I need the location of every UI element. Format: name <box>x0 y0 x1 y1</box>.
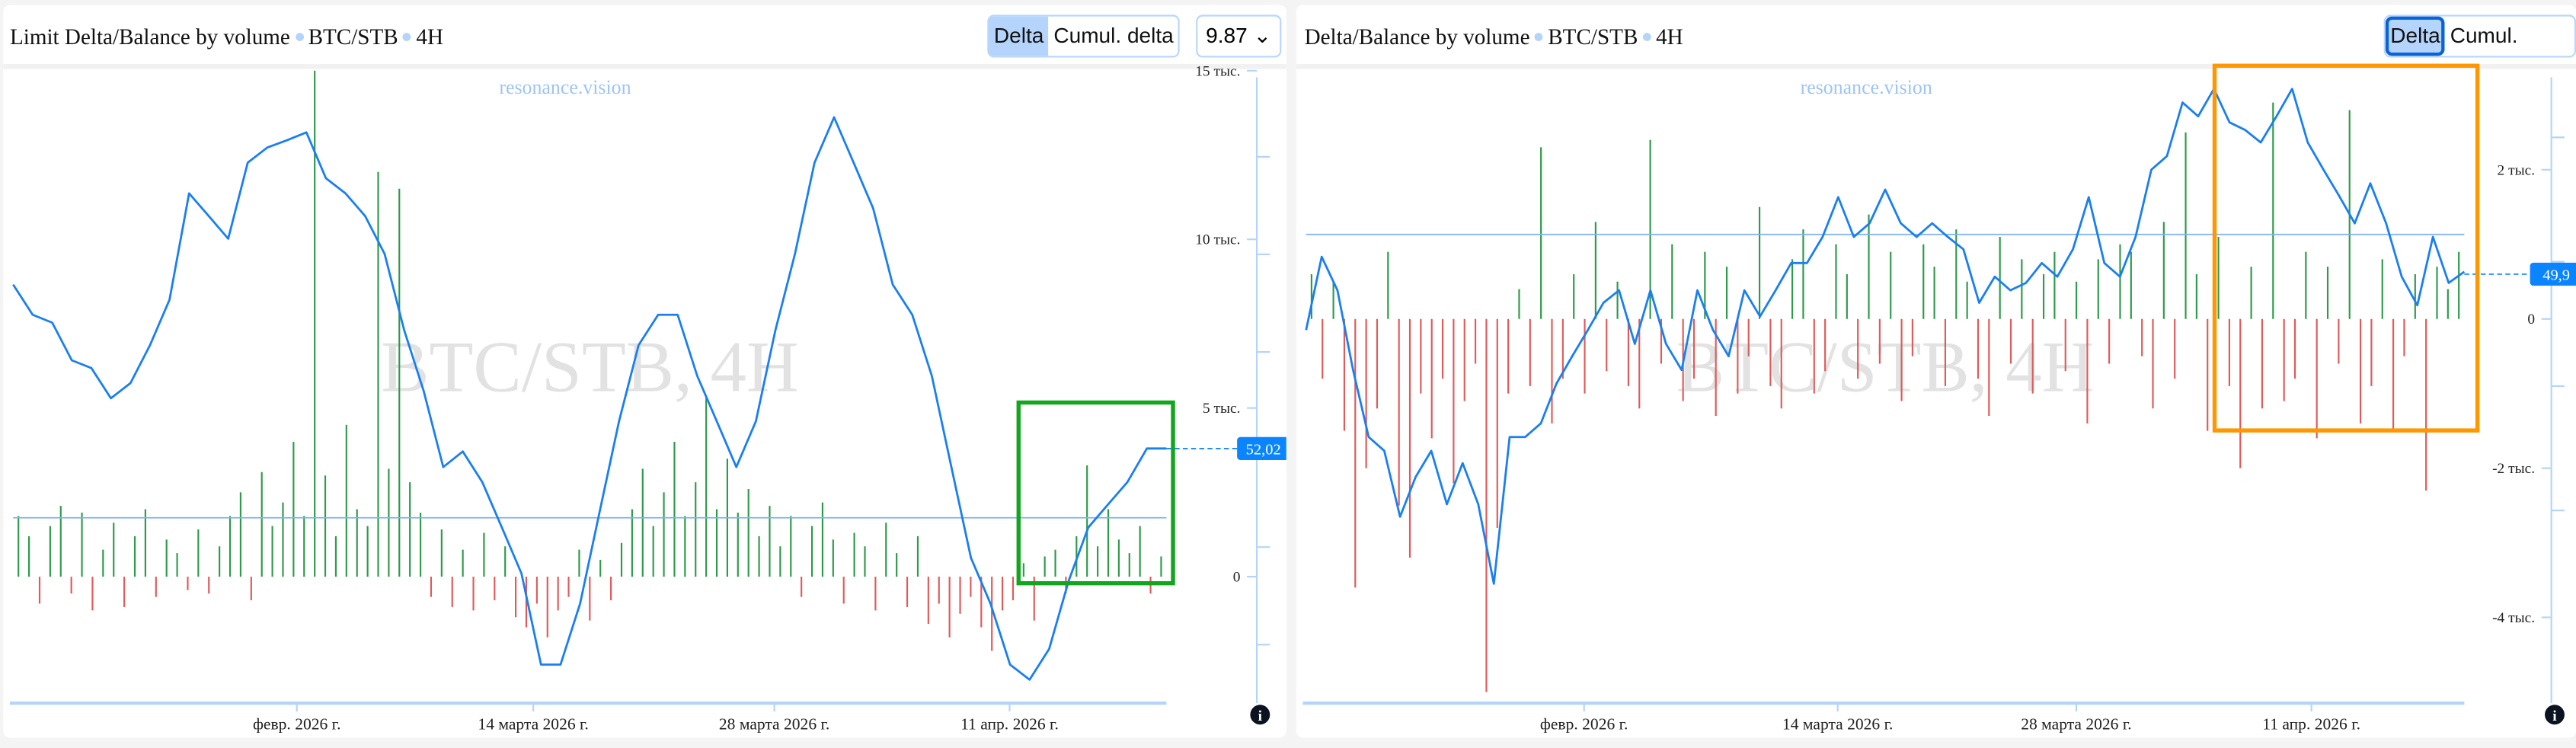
left-chart-panel: Limit Delta/Balance by volume BTC/STB 4H D… <box>3 5 1286 738</box>
x-axis-label: февр. 2026 г. <box>253 715 341 734</box>
bar-axis-label: 15 тыс. <box>1195 63 1240 79</box>
bar-axis-label: 5 тыс. <box>1203 401 1241 417</box>
chevron-down-icon: ⌄ <box>1253 23 1272 48</box>
right-chart-panel: Delta/Balance by volume BTC/STB 4H Delta C… <box>1296 5 2576 738</box>
last-price-value: 52,02 <box>1246 441 1281 458</box>
x-axis-label: 14 марта 2026 г. <box>478 715 588 734</box>
last-price-value: 49,9 <box>2542 267 2570 283</box>
left-chart[interactable]: resonance.vision BTC/STB, 4H 15 тыс. 10 тыс… <box>3 5 1286 737</box>
bar-axis-label: -2 тыс. <box>2492 461 2535 477</box>
tab-cumul-delta[interactable]: Cumul. delta <box>1053 23 1174 48</box>
right-chart[interactable]: resonance.vision BTC/STB, 4H 2 тыс. 0 -2 тыс… <box>1296 5 2576 737</box>
select-value: 9.87 <box>1206 23 1248 48</box>
symbol-watermark: BTC/STB, 4H <box>381 326 798 407</box>
value-select[interactable]: 9.87 ⌄ <box>1196 14 1282 58</box>
symbol-watermark: BTC/STB, 4H <box>1676 326 2094 407</box>
info-icon-glyph: i <box>2552 708 2557 724</box>
watermark: resonance.vision <box>1801 76 1932 98</box>
x-axis-label: 28 марта 2026 г. <box>2021 715 2131 734</box>
tab-delta[interactable]: Delta <box>2385 16 2446 56</box>
symbol-label: BTC/STB <box>1548 24 1638 50</box>
title-text: Limit Delta/Balance by volume <box>9 24 290 50</box>
x-axis-label: 14 марта 2026 г. <box>1782 715 1893 734</box>
info-icon[interactable] <box>2545 705 2565 725</box>
x-axis-label: февр. 2026 г. <box>1540 715 1628 734</box>
info-icon-glyph: i <box>1258 708 1263 724</box>
price-line <box>12 116 1167 681</box>
bar-axis-label: -4 тыс. <box>2492 610 2535 626</box>
symbol-label: BTC/STB <box>308 24 398 50</box>
bar-axis-label: 0 <box>1233 570 1241 586</box>
highlight-box <box>2212 63 2480 433</box>
price-line <box>1305 88 2466 585</box>
bar-axis-label: 10 тыс. <box>1195 232 1240 248</box>
separator-dot <box>403 33 411 41</box>
x-axis-label: 28 марта 2026 г. <box>719 715 829 734</box>
watermark: resonance.vision <box>499 76 631 98</box>
chart-title: Limit Delta/Balance by volume BTC/STB 4H <box>10 24 443 51</box>
separator-dot <box>1642 33 1651 41</box>
separator-dot <box>1534 33 1543 41</box>
left-chart-header: Limit Delta/Balance by volume BTC/STB 4H D… <box>3 5 1286 69</box>
last-price-badge <box>1237 436 1286 460</box>
x-axis-label: 11 апр. 2026 г. <box>2262 715 2360 734</box>
timeframe-label: 4H <box>1656 24 1683 50</box>
timeframe-label: 4H <box>416 24 444 50</box>
last-price-badge <box>2530 262 2576 286</box>
highlight-box <box>1016 400 1175 586</box>
bar-axis-label: 2 тыс. <box>2498 162 2536 178</box>
title-text: Delta/Balance by volume <box>1304 24 1530 50</box>
chart-title: Delta/Balance by volume BTC/STB 4H <box>1305 24 1683 51</box>
x-axis-label: 11 апр. 2026 г. <box>960 715 1059 734</box>
delta-mode-toggle[interactable]: Delta Cumul. delta <box>987 14 1181 58</box>
right-chart-header: Delta/Balance by volume BTC/STB 4H Delta C… <box>1296 5 2576 69</box>
bar-axis-label: 0 <box>2527 312 2535 328</box>
delta-mode-toggle[interactable]: Delta Cumul. delta <box>2383 14 2576 58</box>
separator-dot <box>295 33 304 41</box>
info-icon[interactable] <box>1250 705 1270 725</box>
tab-cumul-delta[interactable]: Cumul. delta <box>2450 23 2518 48</box>
tab-delta[interactable]: Delta <box>989 16 1049 56</box>
